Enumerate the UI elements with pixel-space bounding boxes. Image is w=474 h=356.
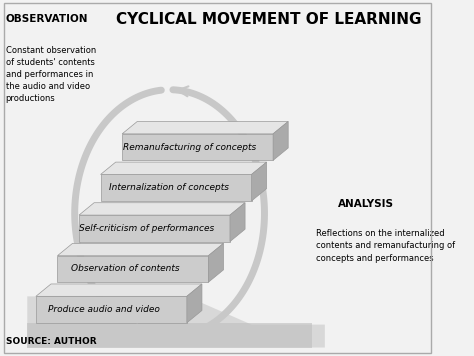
Text: Observation of contents: Observation of contents xyxy=(71,265,180,273)
Polygon shape xyxy=(100,174,252,201)
Text: Internalization of concepts: Internalization of concepts xyxy=(109,183,228,192)
Polygon shape xyxy=(57,244,224,256)
Polygon shape xyxy=(122,121,288,134)
Text: Remanufacturing of concepts: Remanufacturing of concepts xyxy=(123,143,257,152)
Text: Produce audio and video: Produce audio and video xyxy=(48,305,160,314)
Polygon shape xyxy=(273,121,288,160)
Polygon shape xyxy=(209,244,224,282)
Polygon shape xyxy=(187,284,202,323)
Text: CYCLICAL MOVEMENT OF LEARNING: CYCLICAL MOVEMENT OF LEARNING xyxy=(116,12,421,27)
Polygon shape xyxy=(36,284,202,296)
Polygon shape xyxy=(36,296,187,323)
Polygon shape xyxy=(27,296,325,347)
Polygon shape xyxy=(79,215,230,242)
Text: SOURCE: AUTHOR: SOURCE: AUTHOR xyxy=(6,337,96,346)
Polygon shape xyxy=(230,203,245,242)
Text: OBSERVATION: OBSERVATION xyxy=(6,14,88,24)
Polygon shape xyxy=(57,256,209,282)
Text: Constant observation
of students' contents
and performances in
the audio and vid: Constant observation of students' conten… xyxy=(6,46,96,103)
Polygon shape xyxy=(122,134,273,160)
Text: Reflections on the internalized
contents and remanufacturing of
concepts and per: Reflections on the internalized contents… xyxy=(316,229,456,262)
Polygon shape xyxy=(79,203,245,215)
Polygon shape xyxy=(27,323,312,347)
Text: Self-criticism of performances: Self-criticism of performances xyxy=(79,224,215,233)
Text: ANALYSIS: ANALYSIS xyxy=(338,199,394,209)
Polygon shape xyxy=(252,162,267,201)
Polygon shape xyxy=(100,162,267,174)
